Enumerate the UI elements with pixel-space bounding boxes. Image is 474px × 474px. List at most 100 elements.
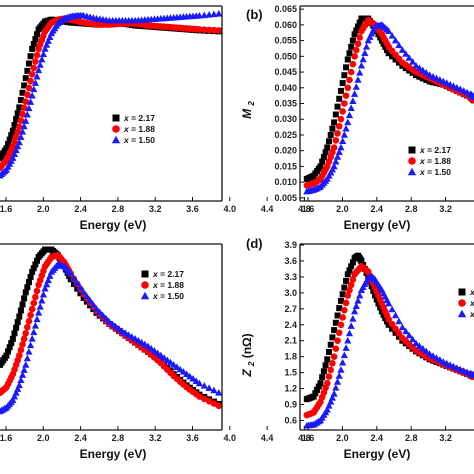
data-point: [5, 348, 12, 355]
data-point: [200, 382, 208, 389]
data-point: [326, 138, 332, 145]
data-point: [25, 348, 33, 355]
legend-marker-square: [458, 288, 466, 296]
y-tick-label: 2.4: [284, 320, 297, 330]
data-point: [30, 41, 37, 48]
data-point: [395, 59, 402, 66]
data-point: [25, 317, 33, 325]
legend-marker-triangle: [407, 167, 417, 176]
y-tick-label: 0.025: [274, 130, 297, 140]
data-point: [329, 360, 336, 367]
data-point: [347, 68, 355, 76]
data-point: [335, 123, 343, 130]
data-point: [44, 276, 52, 284]
data-point: [333, 153, 342, 160]
x-tick-label: 3.2: [439, 204, 452, 214]
data-point: [327, 366, 335, 374]
data-point: [327, 341, 334, 348]
data-point: [339, 137, 347, 145]
data-point: [331, 327, 338, 334]
data-point: [380, 40, 387, 47]
data-point: [349, 314, 357, 322]
data-point: [356, 69, 364, 76]
data-point: [388, 305, 396, 313]
data-point: [38, 55, 46, 63]
data-point: [351, 53, 358, 60]
data-point: [470, 93, 474, 101]
data-point: [385, 27, 393, 34]
legend-label: x = 1.50: [419, 167, 451, 177]
data-point: [11, 121, 18, 128]
data-point: [370, 287, 377, 294]
legend: x = 2.17x = 1.88x = 1.50: [457, 287, 474, 319]
y-tick-label: 0.015: [274, 161, 297, 171]
data-point: [419, 66, 427, 74]
data-point: [76, 283, 85, 291]
data-point: [412, 61, 420, 69]
data-point: [22, 117, 30, 124]
x-tick-label: 3.2: [149, 204, 162, 214]
y-tick-label: 1.2: [284, 384, 297, 394]
panel-3: 1.6 2.0 2.4 2.8 3.2 3.6 4.0 4.4 4.8 Energy (eV) x …: [0, 243, 311, 461]
data-point: [19, 110, 26, 118]
data-point: [6, 136, 13, 143]
data-point: [352, 46, 360, 54]
y-tick-label: 0.9: [284, 399, 297, 409]
legend-label: x = 1.88: [152, 280, 184, 290]
data-point: [36, 302, 44, 310]
y-tick-label: 3.9: [284, 240, 297, 250]
data-point: [195, 379, 204, 387]
data-point: [322, 362, 329, 369]
data-point: [408, 58, 417, 65]
data-point: [334, 103, 341, 110]
data-point: [364, 36, 372, 44]
data-point: [327, 398, 335, 405]
data-point: [332, 319, 339, 326]
data-point: [349, 259, 356, 266]
data-point: [334, 337, 341, 345]
data-point: [392, 325, 399, 333]
data-point: [27, 274, 34, 281]
data-point: [337, 143, 345, 151]
x-tick-label: 2.0: [37, 433, 50, 443]
data-point: [200, 11, 208, 19]
data-point: [388, 32, 396, 39]
legend-marker-circle: [112, 125, 120, 133]
y-tick-label: 0.010: [274, 177, 297, 187]
x-tick-label: 2.8: [405, 204, 418, 214]
data-point: [33, 287, 41, 295]
data-point: [19, 89, 26, 96]
data-point: [20, 104, 28, 112]
data-point: [348, 43, 355, 50]
data-point: [329, 125, 336, 132]
data-point: [25, 279, 32, 286]
data-point: [21, 82, 28, 89]
data-point: [28, 335, 36, 342]
data-point: [347, 281, 355, 289]
y-tick-label: 0.035: [274, 99, 297, 109]
y-tick-label: 0.6: [284, 415, 297, 425]
legend-label: x = 1.88: [469, 298, 474, 308]
data-point: [32, 293, 39, 301]
x-tick-label: 4.4: [261, 433, 274, 443]
data-point: [385, 50, 392, 57]
data-point: [335, 329, 343, 337]
data-point: [344, 56, 351, 63]
data-point: [320, 368, 327, 375]
data-point: [341, 284, 348, 291]
data-point: [378, 308, 385, 315]
data-point: [368, 29, 376, 37]
data-point: [344, 271, 351, 278]
data-point: [385, 321, 392, 328]
data-point: [320, 153, 327, 160]
data-point: [17, 133, 25, 140]
data-point: [12, 146, 20, 154]
data-point: [27, 53, 34, 60]
data-point: [384, 47, 390, 54]
data-point: [405, 54, 413, 61]
data-point: [422, 347, 430, 355]
x-tick-label: 2.4: [371, 433, 384, 443]
data-point: [86, 296, 94, 304]
data-point: [325, 402, 333, 409]
data-point: [29, 45, 36, 52]
